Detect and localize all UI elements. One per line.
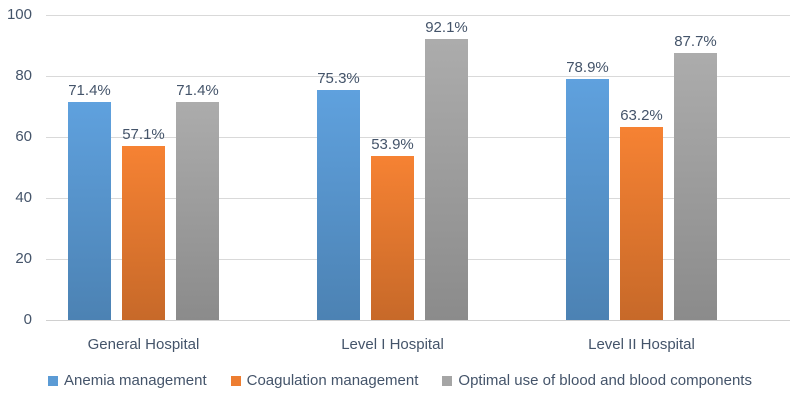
y-tick-label: 40 xyxy=(15,189,32,206)
bar-data-label: 92.1% xyxy=(425,19,468,37)
legend-item: Optimal use of blood and blood component… xyxy=(442,372,752,389)
bar-data-label: 87.7% xyxy=(674,32,717,50)
bar-data-label: 75.3% xyxy=(317,70,360,88)
gridline xyxy=(46,137,790,138)
legend-swatch-icon xyxy=(230,375,241,386)
bar xyxy=(176,102,219,320)
bar xyxy=(68,102,111,320)
bar xyxy=(425,39,468,320)
category-label: General Hospital xyxy=(87,336,200,353)
legend: Anemia management Coagulation management O… xyxy=(0,372,800,389)
gridline xyxy=(46,259,790,260)
category-label: Level I Hospital xyxy=(341,336,444,353)
gridline xyxy=(46,15,790,16)
y-tick-label: 80 xyxy=(15,67,32,84)
y-tick-label: 100 xyxy=(6,6,32,23)
bar xyxy=(317,90,360,320)
bar xyxy=(122,145,165,320)
y-tick-label: 60 xyxy=(15,128,32,145)
gridline xyxy=(46,76,790,77)
bar xyxy=(371,155,414,320)
bar xyxy=(620,127,663,320)
legend-label: Optimal use of blood and blood component… xyxy=(458,372,752,389)
legend-item: Anemia management xyxy=(48,372,207,389)
legend-label: Anemia management xyxy=(64,372,207,389)
gridline xyxy=(46,198,790,199)
bar xyxy=(566,79,609,320)
bar-data-label: 53.9% xyxy=(371,135,414,153)
x-axis-line xyxy=(46,320,790,321)
bar-data-label: 71.4% xyxy=(176,82,219,100)
legend-swatch-icon xyxy=(48,375,59,386)
y-tick-label: 20 xyxy=(15,250,32,267)
legend-item: Coagulation management xyxy=(230,372,419,389)
bar-data-label: 57.1% xyxy=(122,125,165,143)
legend-label: Coagulation management xyxy=(246,372,419,389)
y-tick-label: 0 xyxy=(23,311,32,328)
bar-data-label: 63.2% xyxy=(620,107,663,125)
bar-data-label: 71.4% xyxy=(68,82,111,100)
bar-data-label: 78.9% xyxy=(566,59,609,77)
category-label: Level II Hospital xyxy=(588,336,695,353)
legend-swatch-icon xyxy=(442,375,453,386)
bar xyxy=(674,52,717,320)
